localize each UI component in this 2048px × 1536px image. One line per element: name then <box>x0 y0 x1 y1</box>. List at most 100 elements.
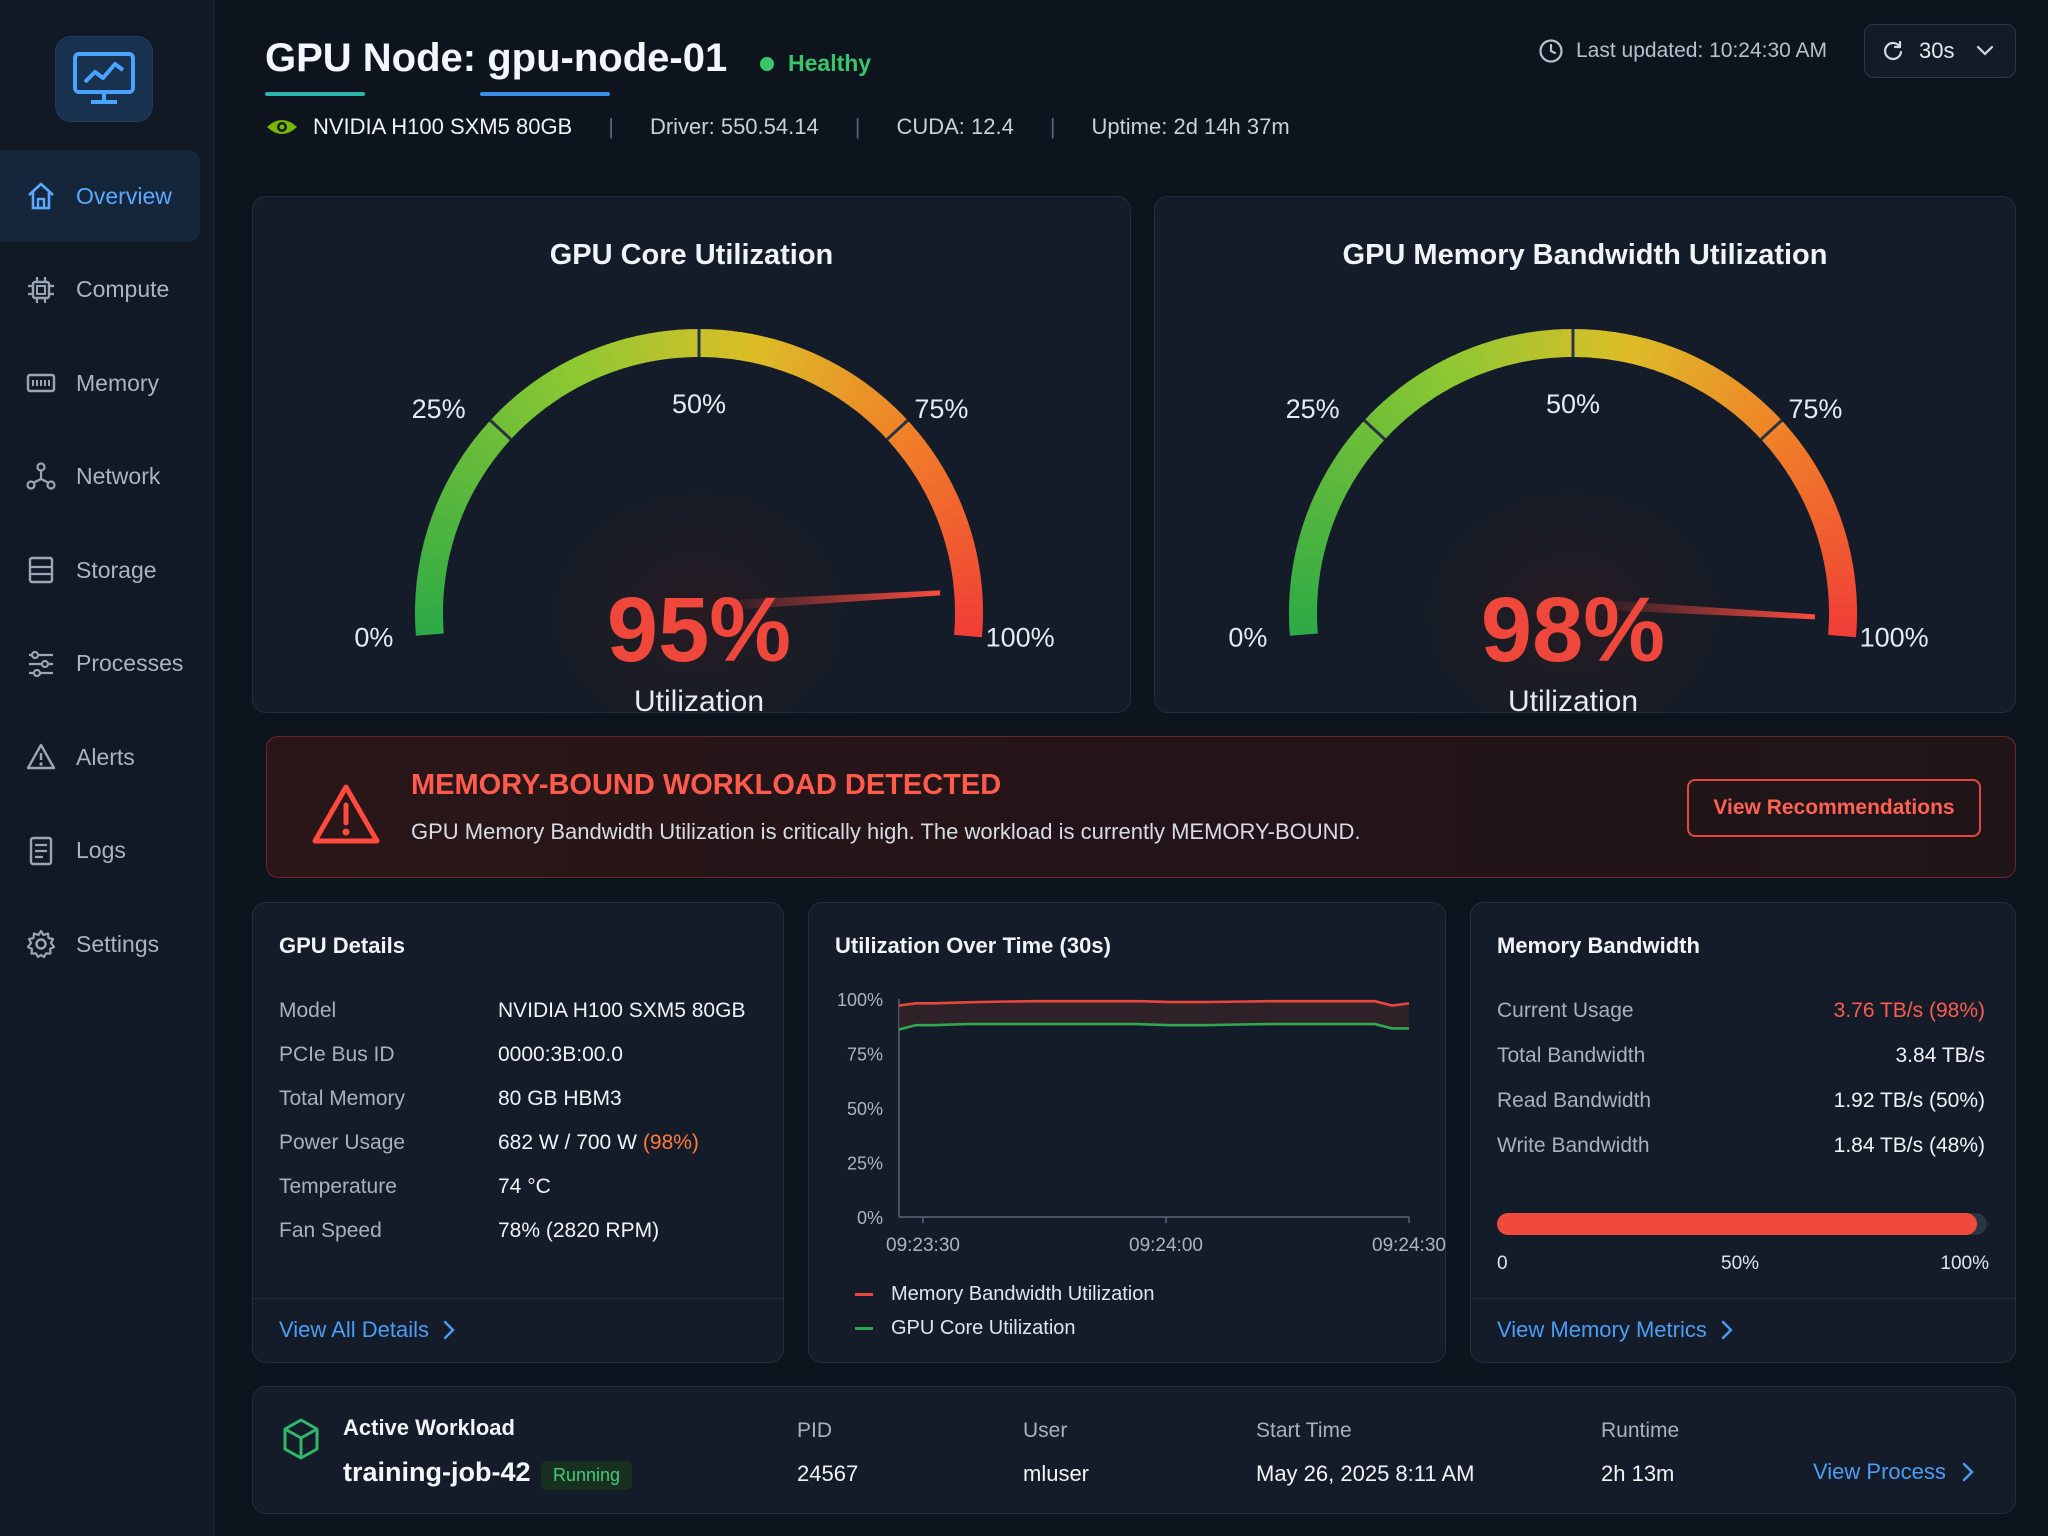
runtime-value: 2h 13m <box>1601 1461 1675 1486</box>
series-line-gpu-core <box>898 1022 1409 1031</box>
gauge-arc <box>1289 329 1857 638</box>
gauge-arc-segment <box>944 532 975 552</box>
status-text: Healthy <box>788 50 872 76</box>
sidebar-item-network[interactable]: Network <box>0 431 200 523</box>
gauge-arc-segment <box>1324 464 1355 489</box>
gauge-arc-segment <box>516 387 544 417</box>
view-all-details-link[interactable]: View All Details <box>279 1317 455 1343</box>
legend-swatch <box>855 1293 873 1296</box>
gauge-arc-segment <box>657 330 673 360</box>
gauge-arc-segment <box>1828 624 1857 638</box>
separator: | <box>608 114 614 139</box>
sidebar-item-memory[interactable]: Memory <box>0 337 200 429</box>
gauge-tick-label: 50% <box>672 389 726 419</box>
gauge-arc-segment <box>799 351 822 383</box>
gauge-arc-segment <box>1295 541 1326 559</box>
detail-label: Power Usage <box>279 1131 406 1154</box>
gauge-arc-segment <box>1619 333 1637 364</box>
gauge-value: 98% <box>1481 579 1665 681</box>
gauge-tick <box>886 419 909 441</box>
detail-label: Model <box>279 999 337 1022</box>
bandwidth-label: Current Usage <box>1497 999 1634 1022</box>
gauge-arc-segment <box>501 401 529 430</box>
gauge-arc-segment <box>772 341 793 372</box>
gauge-arc-segment <box>1367 408 1396 436</box>
view-recommendations-button[interactable]: View Recommendations <box>1687 779 1981 837</box>
gauge-arc-segment <box>816 360 840 391</box>
sidebar-item-processes[interactable]: Processes <box>0 618 200 710</box>
gauge-arc-segment <box>441 482 472 506</box>
title-underline <box>265 92 365 96</box>
gauge-arc-segment <box>1792 466 1823 490</box>
link-label: View Memory Metrics <box>1497 1317 1707 1342</box>
utilization-chart-card: Utilization Over Time (30s) 0% 25% 50% 75% 1… <box>808 902 1446 1363</box>
sidebar-item-overview[interactable]: Overview <box>0 150 200 242</box>
memory-bandwidth-card: Memory Bandwidth Current Usage 3.76 TB/s … <box>1470 902 2016 1363</box>
x-tick-label: 09:24:30 <box>1372 1235 1446 1256</box>
gauge-arc-segment <box>1335 447 1366 473</box>
gauge-arc-segment <box>415 592 444 606</box>
gauge-arc-segment <box>626 335 645 366</box>
sidebar-item-alerts[interactable]: Alerts <box>0 711 200 803</box>
gauge-caption: Utilization <box>1508 685 1638 714</box>
bandwidth-label: Total Bandwidth <box>1497 1044 1646 1067</box>
x-tick-label: 09:24:00 <box>1129 1235 1203 1256</box>
gauge-arc-segment <box>1375 401 1403 430</box>
gauge-arc-segment <box>1382 394 1410 423</box>
page-title: GPU Node: gpu-node-01 <box>265 36 728 80</box>
gauge-arc-segment <box>1744 402 1772 431</box>
gauge-arc-segment <box>423 531 454 550</box>
gauge-arc-segment <box>1582 329 1596 358</box>
warning-triangle-icon <box>312 784 380 844</box>
title-underline <box>480 92 610 96</box>
gauge-arc-segment <box>950 563 981 579</box>
gauge-arc-segment <box>938 512 969 534</box>
sidebar-item-logs[interactable]: Logs <box>0 805 200 897</box>
gear-icon <box>24 927 58 961</box>
alert-title: MEMORY-BOUND WORKLOAD DETECTED <box>411 769 1002 801</box>
gpu-model: NVIDIA H100 SXM5 80GB <box>313 114 573 139</box>
gauge-arc-segment <box>918 466 949 490</box>
gauge-arc-segment <box>855 388 883 418</box>
pid-value: 24567 <box>797 1461 859 1486</box>
gauge-arc-segment <box>1315 482 1346 506</box>
cuda-version: CUDA: 12.4 <box>896 114 1014 139</box>
refresh-interval-select[interactable]: 30s <box>1864 24 2016 78</box>
gauge-arc-segment <box>790 347 812 379</box>
gauge-arc-segment <box>1451 351 1474 382</box>
gauge-tick-label: 25% <box>412 394 466 424</box>
gpu-core-gauge: 0% 25% 50% 75% 100% 95% Utilization <box>354 329 1055 714</box>
legend-label: Memory Bandwidth Utilization <box>891 1283 1155 1305</box>
gauge-title: GPU Memory Bandwidth Utilization <box>1342 239 1828 271</box>
gauge-arc-segment <box>606 340 627 371</box>
view-process-link[interactable]: View Process <box>1813 1459 1974 1485</box>
chevron-right-icon <box>1962 1462 1974 1482</box>
series-gap-band <box>899 1001 1409 1030</box>
app-logo[interactable] <box>55 36 153 122</box>
gauge-arc-segment <box>636 333 654 364</box>
gauge-arc-segment <box>450 464 481 489</box>
y-tick-label: 0% <box>857 1208 883 1228</box>
gauge-arc-segment <box>1480 340 1501 371</box>
sidebar-item-storage[interactable]: Storage <box>0 524 200 616</box>
bandwidth-value: 3.84 TB/s <box>1895 1044 1986 1067</box>
gauge-caption: Utilization <box>634 685 764 714</box>
clock-icon <box>1539 39 1563 63</box>
detail-value: 80 GB HBM3 <box>498 1087 622 1111</box>
y-tick-label: 25% <box>847 1154 883 1174</box>
sidebar-item-settings[interactable]: Settings <box>0 898 200 990</box>
gauge-arc-segment <box>1461 347 1483 378</box>
gauge-arc-segment <box>587 347 609 378</box>
workload-title: Active Workload <box>343 1415 515 1440</box>
gauge-arc-segment <box>832 370 858 401</box>
alert-message: GPU Memory Bandwidth Utilization is crit… <box>411 819 1361 844</box>
gauge-arc-segment <box>524 381 551 411</box>
bandwidth-value: 1.92 TB/s (50%) <box>1833 1089 1985 1112</box>
bandwidth-bar-track <box>1497 1213 1987 1235</box>
x-tick-label: 09:23:30 <box>886 1235 960 1256</box>
gauge-arc-segment <box>419 551 450 569</box>
gauge-arc-segment <box>445 473 476 498</box>
view-memory-metrics-link[interactable]: View Memory Metrics <box>1497 1317 1733 1343</box>
sidebar-item-compute[interactable]: Compute <box>0 244 200 336</box>
gpu-details-card: GPU Details Model NVIDIA H100 SXM5 80GB PC… <box>252 902 784 1363</box>
